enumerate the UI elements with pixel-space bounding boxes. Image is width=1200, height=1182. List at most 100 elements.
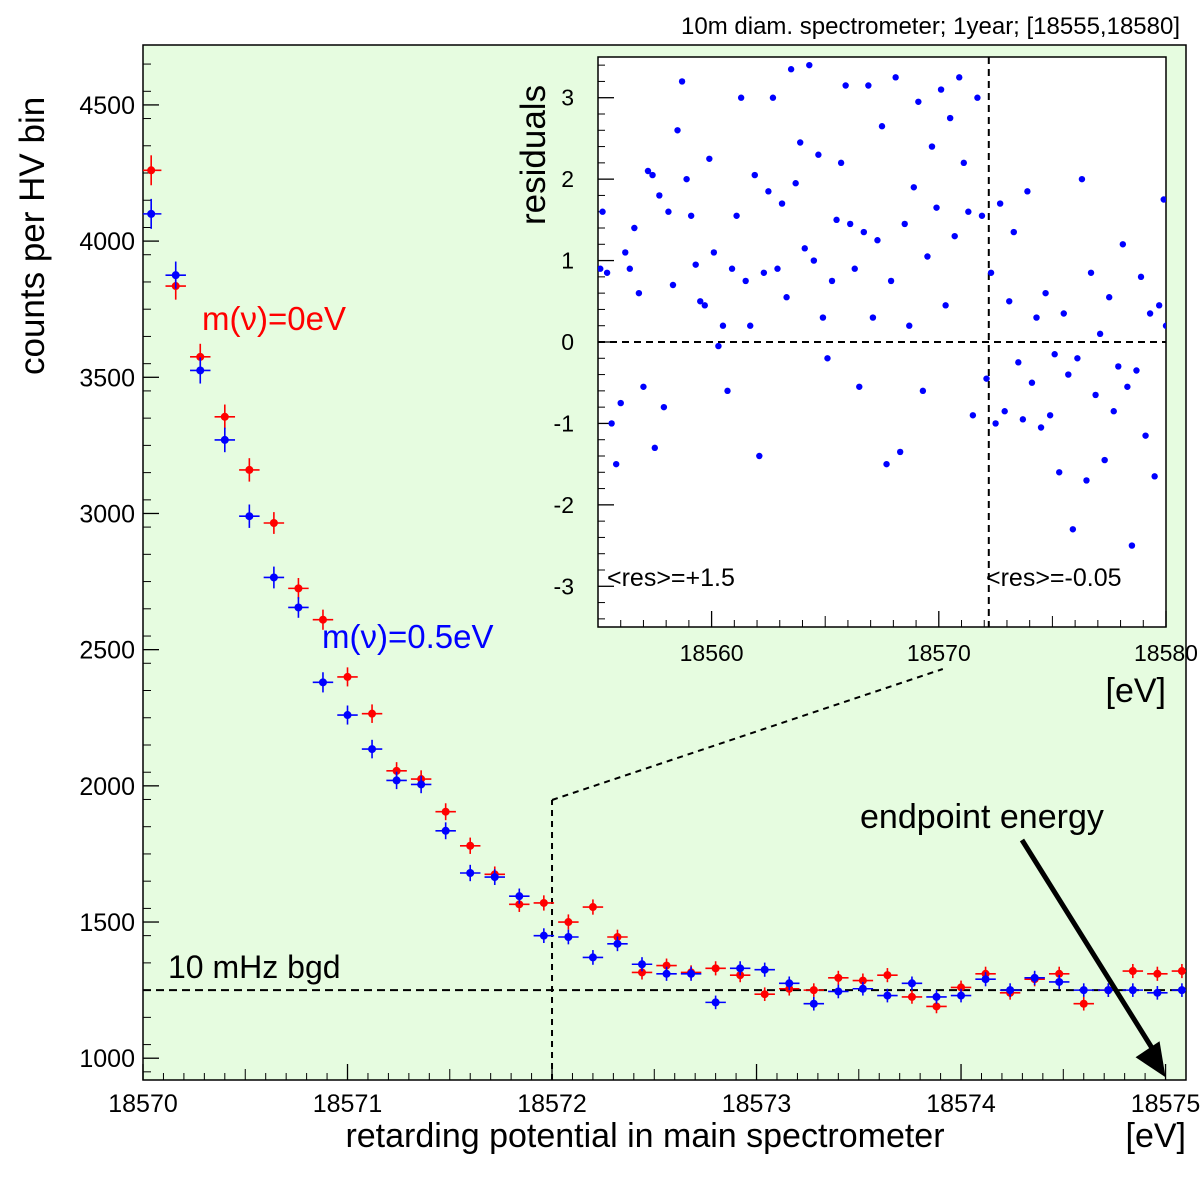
inset-x-axis-unit: [eV] <box>1106 672 1166 710</box>
residual-point <box>946 114 954 122</box>
inset-mean-right: <res>=-0.05 <box>986 564 1122 592</box>
residual-point <box>635 289 643 297</box>
inset-y-tick-label: -3 <box>554 573 574 599</box>
residual-point <box>598 265 604 272</box>
residual-point <box>806 61 813 69</box>
residual-point <box>887 277 895 285</box>
residual-point <box>1001 408 1008 415</box>
residual-point <box>797 139 804 146</box>
residual-point <box>874 237 881 244</box>
data-point <box>245 465 254 474</box>
data-point <box>539 898 548 907</box>
data-point <box>1006 986 1015 995</box>
residual-point <box>883 460 890 468</box>
inset-x-tick-label: 18570 <box>907 640 971 666</box>
data-point <box>294 584 303 593</box>
residual-point <box>774 265 781 272</box>
inset-y-tick-label: -1 <box>554 410 574 436</box>
residual-point <box>644 167 652 175</box>
residual-point <box>837 159 845 167</box>
residual-point <box>783 294 790 301</box>
residual-point <box>933 204 940 211</box>
data-point <box>785 979 794 988</box>
data-point <box>368 745 377 754</box>
residual-point <box>906 322 913 329</box>
legend-label-massive: m(ν)=0.5eV <box>322 618 493 655</box>
residual-point <box>969 412 977 419</box>
residual-point <box>1078 175 1086 183</box>
data-point <box>907 979 916 988</box>
data-point <box>1128 986 1137 995</box>
data-point <box>809 986 818 995</box>
residual-point <box>701 302 708 309</box>
data-point <box>736 964 745 973</box>
residual-point <box>960 159 967 167</box>
data-point <box>392 766 401 775</box>
data-point <box>196 352 205 361</box>
residual-point <box>846 220 854 228</box>
residual-point <box>1137 273 1145 281</box>
data-point <box>834 973 843 982</box>
residual-point <box>710 249 718 256</box>
data-point <box>392 776 401 785</box>
residual-point <box>869 314 877 321</box>
residual-point <box>1155 302 1163 309</box>
residual-point <box>747 322 754 329</box>
residual-point <box>1051 351 1058 358</box>
residual-point <box>996 200 1004 207</box>
data-point <box>515 892 524 901</box>
inset-x-tick-label: 18580 <box>1134 640 1198 666</box>
residual-point <box>1060 310 1067 317</box>
residual-point <box>1042 289 1049 297</box>
residual-point <box>733 212 740 219</box>
residual-point <box>1151 473 1158 480</box>
residual-point <box>640 383 647 390</box>
inset-data-layer <box>598 57 1166 627</box>
residual-point <box>787 66 795 73</box>
residual-point <box>706 155 713 162</box>
x-tick-label: 18574 <box>926 1090 996 1118</box>
x-axis-unit: [eV] <box>1126 1117 1186 1155</box>
data-point <box>196 366 205 375</box>
residual-point <box>951 232 958 240</box>
data-point <box>1177 986 1186 995</box>
residual-point <box>928 143 936 150</box>
residual-point <box>865 82 872 89</box>
data-point <box>220 435 229 444</box>
residual-point <box>801 245 808 252</box>
data-point <box>711 964 720 973</box>
y-tick-label: 1000 <box>79 1045 135 1073</box>
residual-point <box>1087 269 1095 276</box>
residual-point <box>1160 196 1166 203</box>
data-point <box>588 953 597 962</box>
residual-point <box>1074 355 1081 362</box>
inset-series-0 <box>598 61 1166 549</box>
data-point <box>245 512 254 521</box>
y-tick-label: 4000 <box>79 228 135 256</box>
inset-y-tick-label: 1 <box>561 248 574 274</box>
y-tick-label: 2500 <box>79 637 135 665</box>
residual-point <box>769 94 777 101</box>
residual-point <box>760 269 768 276</box>
residual-point <box>778 200 786 207</box>
x-axis-title: retarding potential in main spectrometer <box>345 1117 944 1155</box>
data-point <box>269 519 278 528</box>
residual-point <box>1115 363 1122 370</box>
data-point <box>220 412 229 421</box>
residual-point <box>1142 432 1149 439</box>
residual-point <box>1010 228 1017 236</box>
data-point <box>638 968 647 977</box>
residual-point <box>1006 298 1013 305</box>
residual-point <box>1110 408 1117 415</box>
y-tick-label: 3500 <box>79 364 135 392</box>
data-point <box>564 933 573 942</box>
data-point <box>539 931 548 940</box>
residual-point <box>1101 456 1108 464</box>
residual-point <box>833 216 840 224</box>
residual-point <box>751 171 758 179</box>
endpoint-label: endpoint energy <box>860 798 1104 836</box>
residual-point <box>828 277 836 285</box>
residual-point <box>649 171 656 179</box>
residual-point <box>965 208 972 215</box>
residual-point <box>1092 391 1099 399</box>
